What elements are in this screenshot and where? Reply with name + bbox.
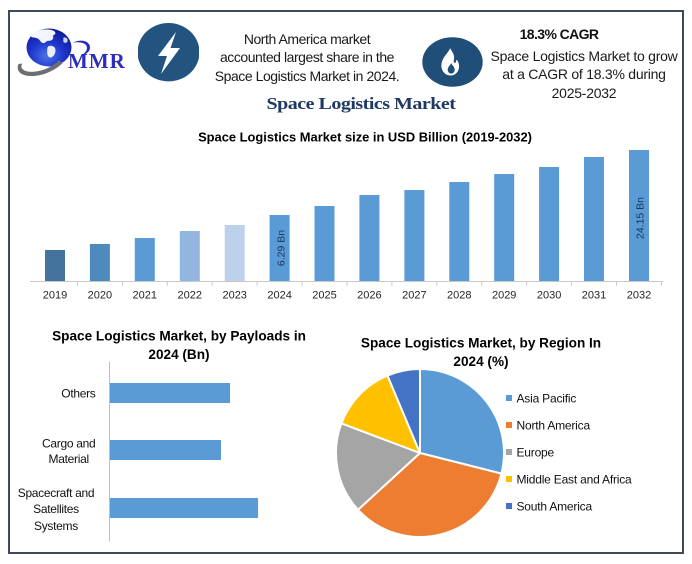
svg-text:Systems: Systems — [34, 519, 78, 533]
svg-text:Space Logistics Market size in: Space Logistics Market size in USD Billi… — [198, 130, 532, 145]
svg-text:Asia Pacific: Asia Pacific — [517, 392, 577, 406]
svg-text:6.29 Bn: 6.29 Bn — [276, 230, 288, 266]
svg-text:Space Logistics Market, by Pay: Space Logistics Market, by Payloads in — [52, 329, 306, 344]
svg-text:Middle East and Africa: Middle East and Africa — [517, 473, 633, 487]
svg-text:2022: 2022 — [178, 290, 202, 302]
svg-text:Europe: Europe — [517, 446, 555, 460]
svg-text:North America: North America — [517, 419, 591, 433]
svg-text:2024: 2024 — [267, 290, 291, 302]
svg-text:South America: South America — [517, 500, 593, 514]
svg-text:2029: 2029 — [492, 290, 516, 302]
svg-text:2024 (%): 2024 (%) — [453, 354, 508, 369]
svg-text:2024 (Bn): 2024 (Bn) — [148, 347, 209, 362]
svg-text:Cargo and: Cargo and — [42, 436, 95, 450]
svg-text:2032: 2032 — [627, 290, 651, 302]
svg-text:2023: 2023 — [222, 290, 246, 302]
svg-text:2025: 2025 — [312, 290, 336, 302]
svg-text:2026: 2026 — [357, 290, 381, 302]
svg-text:Space Logistics Market, by Reg: Space Logistics Market, by Region In — [361, 336, 601, 351]
svg-text:24.15 Bn: 24.15 Bn — [635, 197, 647, 239]
svg-text:2020: 2020 — [88, 290, 112, 302]
svg-text:2019: 2019 — [43, 290, 67, 302]
svg-text:Spacecraft and: Spacecraft and — [18, 486, 95, 500]
svg-text:Satellites: Satellites — [33, 502, 79, 516]
svg-text:MMR: MMR — [68, 49, 126, 73]
svg-text:Material: Material — [49, 452, 89, 466]
svg-text:2028: 2028 — [447, 290, 471, 302]
svg-text:Others: Others — [61, 387, 96, 401]
svg-text:2030: 2030 — [537, 290, 561, 302]
svg-text:2021: 2021 — [133, 290, 157, 302]
svg-text:2031: 2031 — [582, 290, 606, 302]
svg-text:2027: 2027 — [402, 290, 426, 302]
